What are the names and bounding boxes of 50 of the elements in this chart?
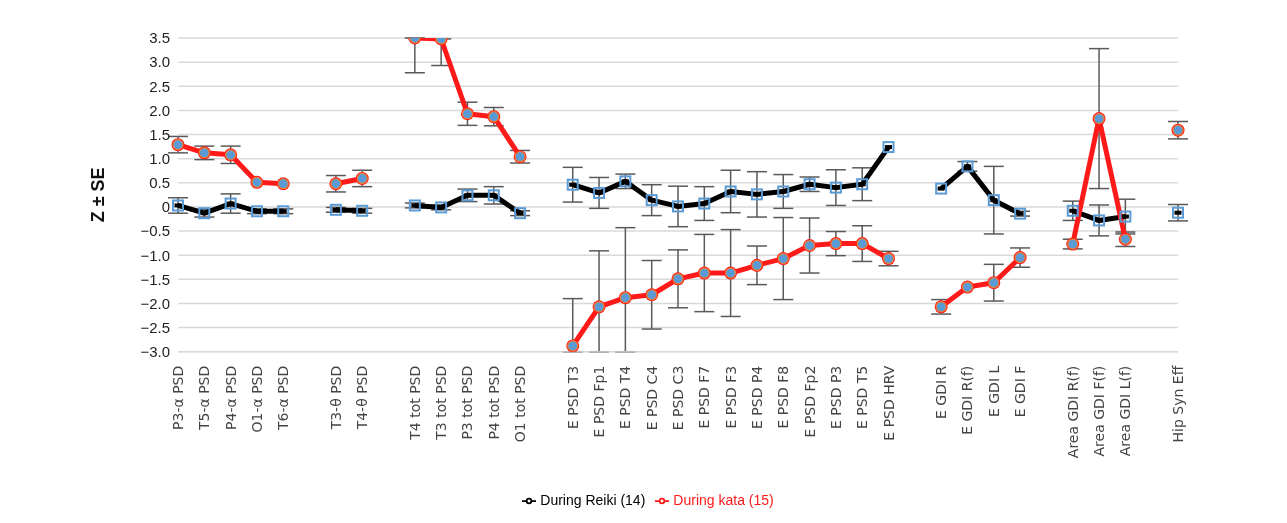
x-tick-label: E PSD C3 [670, 365, 686, 431]
y-tick-label: −2.5 [140, 318, 170, 336]
x-tick-label: E GDI R(f) [959, 365, 976, 435]
x-tick-label: Hip Syn Eff [1170, 365, 1186, 443]
x-tick-label: E PSD F7 [696, 365, 713, 429]
x-tick-label: E PSD F8 [775, 365, 792, 429]
legend-label: During Reiki (14) [540, 491, 646, 508]
y-tick-label: 3.5 [149, 29, 170, 47]
x-tick-label: E PSD Fp2 [801, 365, 818, 438]
legend-label: During kata (15) [673, 491, 774, 508]
x-tick-label: T3 tot PSD [433, 365, 450, 441]
y-tick-label: 1.5 [149, 125, 170, 143]
x-tick-label: E PSD HRV [880, 365, 897, 441]
x-tick-label: E PSD P4 [748, 365, 765, 429]
x-tick-label: E PSD T5 [854, 365, 871, 430]
x-tick-label: O1 tot PSD [512, 365, 529, 443]
y-tick-label: −1.0 [140, 246, 170, 264]
y-axis-title: Z ± SE [88, 167, 109, 223]
x-tick-label: E GDI F [1012, 365, 1029, 418]
x-tick-label: P3 tot PSD [459, 365, 476, 440]
x-tick-label: T6-α PSD [275, 365, 292, 432]
x-tick-label: E PSD T3 [564, 365, 581, 430]
x-tick-label: E PSD F3 [722, 365, 739, 429]
y-tick-label: −3.0 [140, 343, 170, 361]
x-tick-label: E PSD C4 [643, 365, 660, 431]
y-tick-label: 2.0 [149, 101, 170, 119]
x-tick-label: P4 tot PSD [485, 365, 502, 440]
x-tick-label: O1-α PSD [248, 365, 265, 433]
y-tick-label: −1.5 [140, 270, 170, 288]
y-tick-label: 3.0 [149, 53, 170, 71]
y-tick-label: −2.0 [140, 294, 170, 312]
x-tick-label: E PSD Fp1 [591, 365, 608, 438]
x-tick-label: T3-θ PSD [327, 365, 344, 431]
x-tick-label: Area GDI L(f) [1117, 365, 1134, 457]
x-tick-label: E PSD P3 [827, 365, 844, 429]
x-tick-label: E PSD T4 [617, 365, 634, 430]
y-tick-label: 0 [161, 198, 170, 216]
y-tick-label: −0.5 [140, 222, 170, 240]
y-tick-label: 0.5 [149, 174, 170, 192]
x-tick-label: P4-α PSD [222, 365, 239, 430]
x-tick-label: T4 tot PSD [406, 365, 423, 441]
y-tick-label: 2.5 [149, 77, 170, 95]
y-tick-label: 1.0 [149, 149, 170, 167]
x-tick-label: E GDI L [985, 365, 1002, 418]
x-tick-label: Area GDI R(f) [1064, 365, 1081, 459]
x-tick-label: T5-α PSD [196, 365, 213, 432]
x-tick-label: Area GDI F(f) [1091, 365, 1108, 457]
x-tick-label: T4-θ PSD [354, 365, 371, 431]
x-tick-label: P3-α PSD [170, 365, 186, 430]
x-tick-label: E GDI R [933, 365, 950, 419]
